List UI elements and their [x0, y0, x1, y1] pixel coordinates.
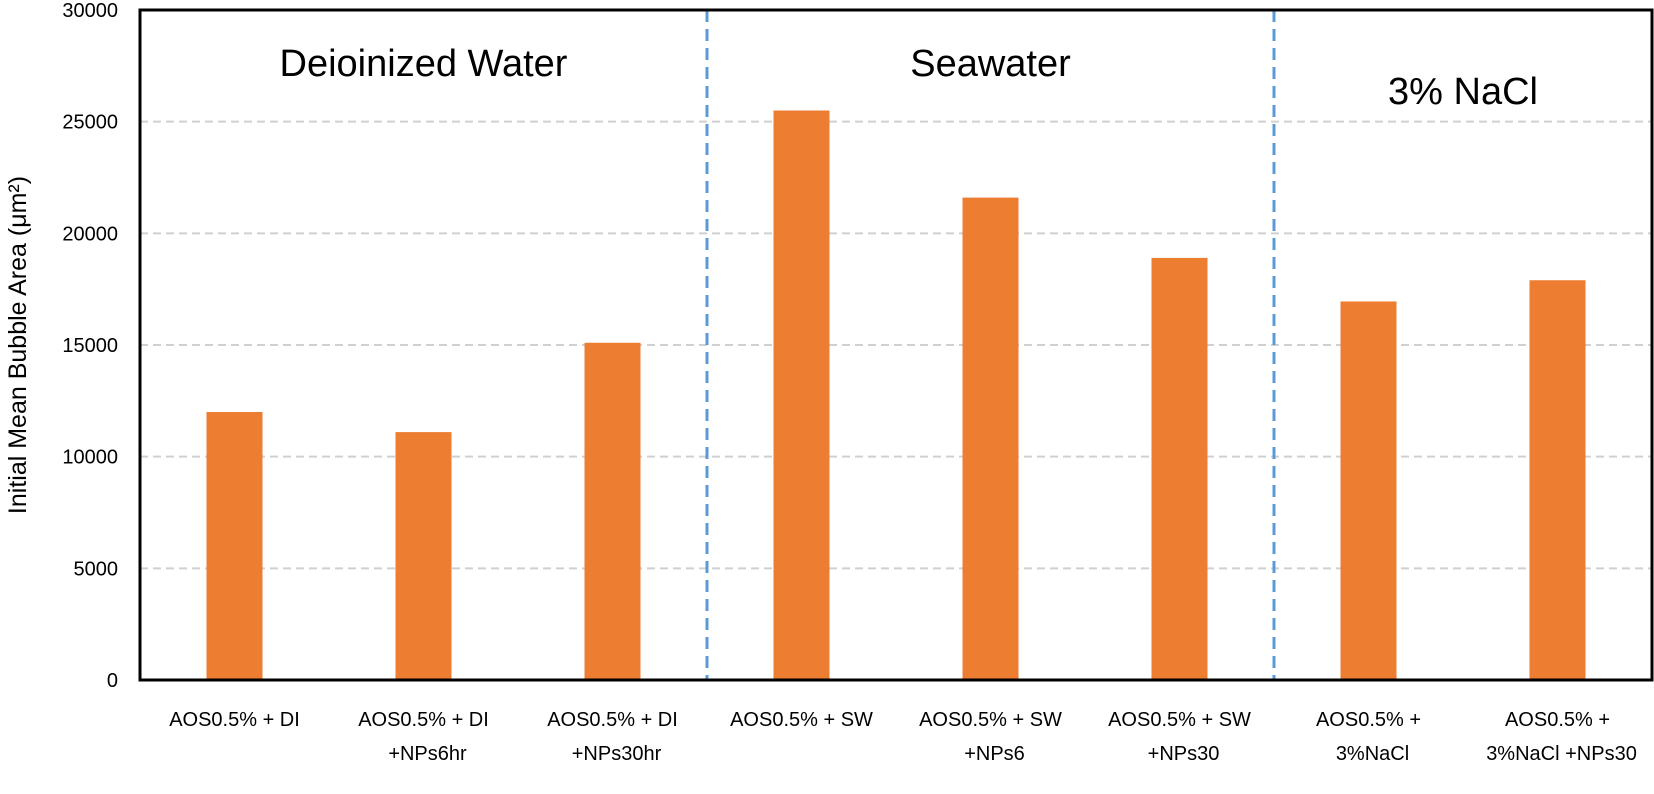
- x-axis-category-labels: AOS0.5% + DI AOS0.5% + DI +NPs6hr AOS0.5% +…: [169, 709, 1637, 765]
- x-category-label: +NPs30: [1148, 743, 1220, 765]
- group-dividers: [705, 10, 1276, 680]
- bar: [1151, 257, 1208, 680]
- x-category-label: +NPs6: [964, 743, 1025, 765]
- bar: [584, 342, 641, 680]
- x-category-label: +NPs30hr: [572, 743, 662, 765]
- y-axis-title: Initial Mean Bubble Area (μm²): [4, 176, 32, 514]
- y-tick-label: 25000: [62, 112, 118, 134]
- x-category-label: AOS0.5% + SW: [1108, 709, 1251, 731]
- y-tick-label: 10000: [62, 447, 118, 469]
- x-category-label: 3%NaCl +NPs30: [1486, 743, 1637, 765]
- x-category-label: 3%NaCl: [1336, 743, 1409, 765]
- bar: [206, 412, 263, 680]
- x-category-label: AOS0.5% + DI: [547, 709, 678, 731]
- group-label: 3% NaCl: [1388, 71, 1538, 113]
- x-category-label: AOS0.5% +: [1505, 709, 1610, 731]
- bar: [773, 110, 830, 680]
- gridlines: [140, 120, 1652, 570]
- x-category-label: AOS0.5% + SW: [919, 709, 1062, 731]
- plot-area-frame: [138, 8, 1654, 682]
- x-category-label: AOS0.5% + DI: [169, 709, 300, 731]
- bars: [206, 110, 1586, 680]
- bar: [962, 197, 1019, 680]
- group-label: Seawater: [910, 43, 1071, 85]
- bar: [1340, 301, 1397, 680]
- bar: [395, 432, 452, 680]
- y-tick-label: 15000: [62, 335, 118, 357]
- group-labels: Deioinized Water Seawater 3% NaCl: [280, 43, 1538, 113]
- bar: [1529, 280, 1586, 680]
- x-category-label: +NPs6hr: [388, 743, 467, 765]
- x-category-label: AOS0.5% +: [1316, 709, 1421, 731]
- y-tick-label: 20000: [62, 223, 118, 245]
- y-tick-label: 30000: [62, 0, 118, 22]
- y-axis-ticks: 0 5000 10000 15000 20000 25000 30000: [62, 0, 118, 692]
- y-tick-label: 0: [107, 670, 118, 692]
- y-tick-label: 5000: [74, 558, 119, 580]
- x-category-label: AOS0.5% + DI: [358, 709, 489, 731]
- group-label: Deioinized Water: [280, 43, 568, 85]
- x-category-label: AOS0.5% + SW: [730, 709, 873, 731]
